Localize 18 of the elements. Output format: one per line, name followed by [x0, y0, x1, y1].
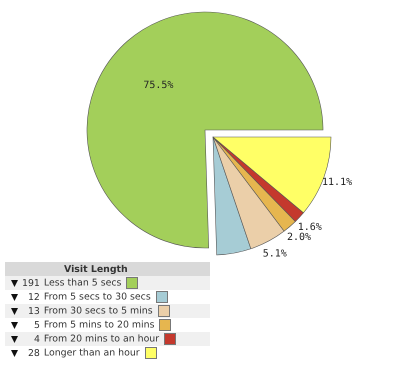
text: 191: [22, 278, 40, 288]
legend-label: From 5 mins to 20 mins: [44, 320, 154, 331]
data-label: 75.5%: [143, 80, 174, 91]
legend-label: Longer than an hour: [44, 348, 140, 359]
data-label: 11.1%: [322, 177, 352, 188]
data-label: 1.6%: [298, 222, 322, 233]
legend-label: From 5 secs to 30 secs: [44, 292, 151, 303]
text: 12: [28, 292, 40, 302]
data-label: 5.1%: [262, 248, 287, 260]
text: 5: [34, 320, 40, 330]
legend-label: Less than 5 secs: [44, 278, 122, 289]
text: 28: [28, 348, 40, 358]
data-label: 2.0%: [286, 232, 312, 244]
legend-label: From 20 mins to an hour: [44, 334, 160, 345]
text: 4: [34, 334, 40, 344]
legend-title: Visit Length: [5, 262, 210, 276]
legend-label: From 30 secs to 5 mins: [44, 306, 153, 317]
text: 13: [28, 306, 40, 316]
